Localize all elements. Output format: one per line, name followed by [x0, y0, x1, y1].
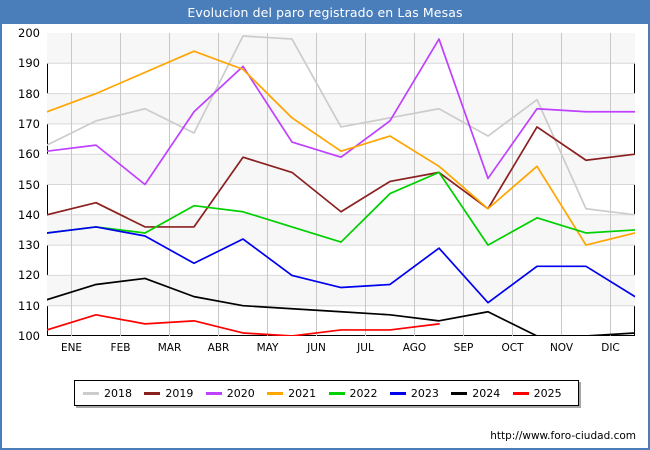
x-tick-may: MAY	[256, 342, 279, 354]
y-tick-160: 160	[18, 147, 40, 162]
legend-item-2019[interactable]: 2019	[142, 387, 203, 400]
series-line-2018	[47, 35, 635, 216]
legend-label-2018: 2018	[104, 386, 132, 400]
legend-item-2020[interactable]: 2020	[204, 387, 265, 400]
gridlines-layer	[47, 33, 635, 336]
y-tick-100: 100	[18, 329, 40, 343]
x-tick-dic: DIC	[601, 342, 620, 354]
legend-swatch-2022	[328, 391, 345, 395]
x-tick-mar: MAR	[157, 342, 182, 354]
legend-item-2025[interactable]: 2025	[511, 387, 572, 400]
x-tick-nov: NOV	[549, 342, 574, 354]
data-series-layer	[47, 35, 635, 336]
series-line-2020	[47, 38, 635, 186]
series-line-2021	[47, 50, 635, 246]
legend-item-2023[interactable]: 2023	[388, 387, 449, 400]
legend-swatch-2018	[83, 391, 99, 395]
y-tick-110: 110	[18, 298, 40, 313]
window-title-bar: Evolucion del paro registrado en Las Mes…	[2, 2, 648, 24]
source-url: http://www.foro-ciudad.com	[490, 430, 636, 442]
legend-item-2024[interactable]: 2024	[449, 387, 510, 400]
legend-label-2019: 2019	[165, 386, 194, 400]
series-line-2025	[47, 313, 440, 336]
legend-swatch-2019	[144, 391, 161, 395]
legend-item-2022[interactable]: 2022	[327, 387, 388, 400]
legend-swatch-2021	[267, 391, 284, 395]
y-tick-120: 120	[18, 268, 40, 283]
series-line-2023	[47, 226, 635, 304]
x-tick-sep: SEP	[453, 342, 474, 354]
y-tick-130: 130	[18, 238, 40, 253]
x-tick-jul: JUL	[357, 342, 374, 354]
legend-swatch-2024	[451, 391, 468, 395]
legend-item-2021[interactable]: 2021	[265, 387, 326, 400]
legend-label-2024: 2024	[472, 386, 501, 400]
legend-item-2018[interactable]: 2018	[81, 387, 142, 400]
series-line-2022	[47, 171, 635, 246]
page-title: Evolucion del paro registrado en Las Mes…	[187, 5, 463, 20]
x-tick-oct: OCT	[501, 342, 524, 354]
series-line-2019	[47, 126, 635, 228]
y-tick-190: 190	[18, 56, 40, 71]
legend-label-2021: 2021	[288, 386, 317, 400]
chart-legend: 2018 2019 2020 2021 2022 2023 2024 2025	[74, 380, 579, 406]
x-tick-jun: JUN	[307, 342, 326, 354]
y-tick-180: 180	[18, 86, 40, 101]
plot-area	[47, 33, 635, 336]
legend-label-2023: 2023	[410, 386, 439, 400]
x-tick-ene: ENE	[60, 342, 83, 354]
y-axis-tick-labels: 100 110 120 130 140 150 160 170 180 190 200	[2, 26, 44, 343]
x-axis-tick-labels: ENE FEB MAR ABR MAY JUN JUL AGO SEP OCT NOV DIC	[47, 338, 635, 360]
y-tick-150: 150	[18, 177, 40, 192]
legend-swatch-2025	[512, 391, 529, 395]
legend-label-2025: 2025	[533, 386, 562, 400]
legend-label-2020: 2020	[226, 386, 255, 400]
y-tick-170: 170	[18, 116, 40, 131]
y-tick-140: 140	[18, 207, 40, 222]
y-tick-200: 200	[18, 26, 40, 40]
legend-swatch-2023	[389, 391, 406, 395]
x-tick-ago: AGO	[402, 342, 427, 354]
x-tick-abr: ABR	[207, 342, 230, 354]
x-tick-feb: FEB	[110, 342, 131, 354]
legend-label-2022: 2022	[349, 386, 378, 400]
series-line-2024	[47, 277, 635, 336]
legend-swatch-2020	[205, 391, 222, 395]
